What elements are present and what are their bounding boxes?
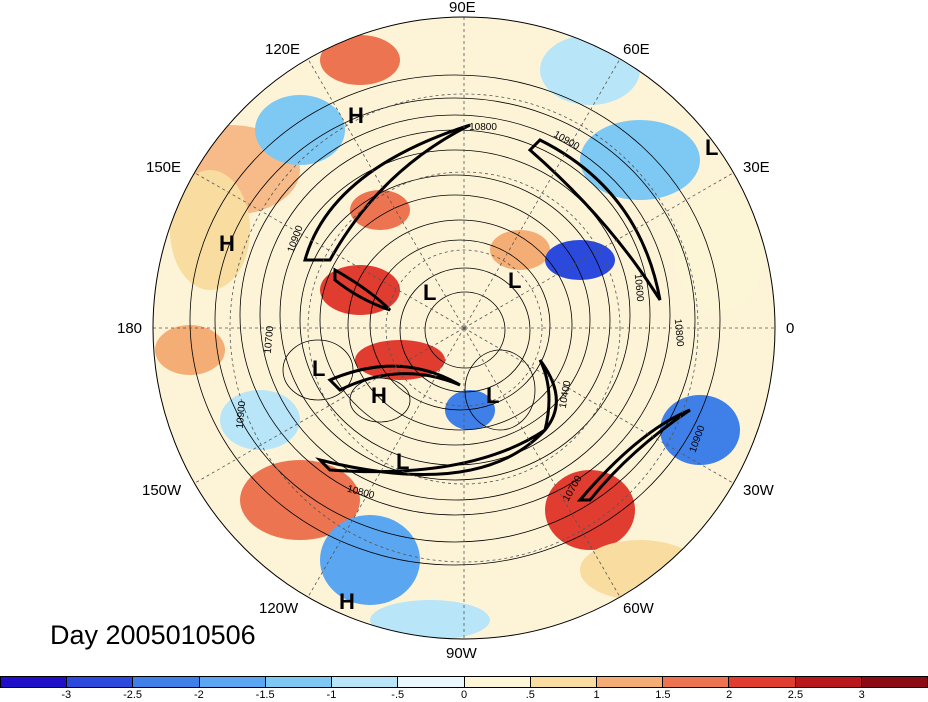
lon-label-30w: 30W — [743, 482, 774, 499]
height-contours — [189, 74, 721, 566]
colorbar-tick-label: 2 — [726, 689, 733, 701]
lon-label-90e: 90E — [449, 0, 476, 16]
high-pressure-label: H — [219, 231, 235, 256]
colorbar-tick-label: 2.5 — [787, 689, 804, 701]
colorbar-cell — [596, 677, 664, 687]
lon-label-60w: 60W — [623, 600, 654, 617]
high-pressure-label: H — [348, 103, 364, 128]
contour-label: 10400 — [558, 379, 574, 409]
high-pressure-label: H — [371, 383, 387, 408]
low-pressure-label: L — [486, 383, 500, 408]
high-pressure-label: H — [339, 589, 355, 614]
colorbar-cell — [67, 677, 134, 687]
colorbar-cell — [530, 677, 597, 687]
low-pressure-label: L — [508, 268, 522, 293]
contour-label: 10900 — [235, 400, 248, 429]
lon-label-30e: 30E — [743, 159, 770, 176]
colorbar-tick-label: 3 — [858, 689, 865, 701]
colorbar-cell — [332, 677, 399, 687]
lon-label-90w: 90W — [446, 645, 477, 662]
day-label: Day 2005010506 — [50, 620, 256, 650]
lon-label-60e: 60E — [623, 41, 650, 58]
colorbar-cell — [1, 677, 68, 687]
colorbar-tick-label: -1 — [326, 689, 337, 701]
lon-label-120w: 120W — [259, 600, 299, 617]
low-pressure-label: L — [423, 280, 437, 305]
contour-label: 10600 — [632, 273, 645, 302]
contour-label: 10800 — [469, 122, 497, 133]
colorbar-tick-label: -.5 — [391, 689, 405, 701]
low-pressure-label: L — [396, 449, 410, 474]
colorbar-cell — [663, 677, 730, 687]
lon-label-0: 0 — [786, 320, 795, 337]
colorbar-cell — [265, 677, 333, 687]
colorbar-tick-label: -1.5 — [255, 689, 275, 701]
low-pressure-label: L — [705, 135, 719, 160]
colorbar-tick-label: -2.5 — [123, 689, 143, 701]
colorbar-cell — [464, 677, 531, 687]
colorbar-cell — [861, 677, 928, 687]
colorbar — [0, 676, 928, 688]
colorbar-cell — [133, 677, 200, 687]
colorbar-cell — [729, 677, 796, 687]
polar-map: 1080010900106001080010900107001040010900… — [152, 16, 776, 640]
colorbar-tick-label: -2 — [193, 689, 204, 701]
map-boundary — [152, 16, 776, 640]
colorbar-cell — [199, 677, 266, 687]
lon-label-150e: 150E — [146, 159, 182, 176]
colorbar-tick-label: 0 — [460, 689, 468, 701]
contour-label: 10700 — [263, 325, 276, 354]
colorbar-tick-label: .5 — [525, 689, 535, 701]
colorbar-tick-label: -3 — [61, 689, 72, 701]
colorbar-cell — [398, 677, 465, 687]
jet-contours — [303, 123, 691, 502]
contour-label: 10800 — [672, 318, 685, 347]
colorbar-cell — [795, 677, 862, 687]
lon-label-150w: 150W — [142, 482, 182, 499]
low-pressure-label: L — [312, 356, 326, 381]
graticule — [153, 17, 775, 639]
colorbar-tick-label: 1.5 — [655, 689, 671, 701]
colorbar-tick-label: 1 — [593, 689, 600, 701]
lon-label-120e: 120E — [265, 41, 301, 58]
lon-label-180: 180 — [117, 320, 143, 337]
